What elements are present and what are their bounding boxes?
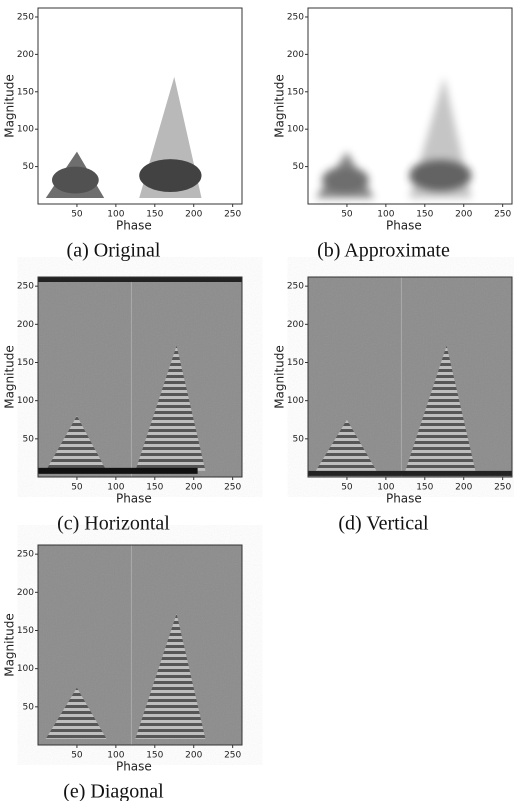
- y-tick-label: 200: [17, 50, 34, 60]
- x-tick-label: 250: [494, 483, 511, 493]
- y-tick-label: 100: [287, 396, 304, 406]
- panel: 50 100 150 200 250 50 100 150 200 250 Phase Magnitu…: [273, 276, 513, 535]
- blob: [52, 166, 99, 194]
- caption: (a) Original: [67, 240, 161, 262]
- x-tick-label: 150: [146, 751, 163, 761]
- x-tick-label: 250: [224, 210, 241, 220]
- y-axis-label: Magnitude: [3, 74, 17, 138]
- blob: [139, 159, 202, 193]
- texture: [45, 415, 107, 471]
- x-tick-label: 50: [71, 483, 83, 493]
- x-tick-label: 150: [146, 483, 163, 493]
- y-tick-label: 150: [17, 626, 34, 636]
- x-tick-label: 100: [107, 751, 124, 761]
- x-tick-label: 50: [341, 483, 353, 493]
- x-tick-label: 250: [224, 751, 241, 761]
- x-tick-label: 50: [341, 210, 353, 220]
- y-tick-label: 200: [17, 588, 34, 598]
- x-tick-label: 200: [185, 210, 202, 220]
- band: [308, 470, 512, 476]
- x-tick-label: 150: [416, 210, 433, 220]
- y-tick-label: 250: [17, 12, 34, 22]
- band: [38, 467, 198, 474]
- y-tick-label: 50: [23, 162, 35, 172]
- y-tick-label: 150: [17, 87, 34, 97]
- panel: 50 100 150 200 250 50 100 150 200 250 Phase Magnitu…: [3, 7, 243, 262]
- x-tick-label: 150: [416, 483, 433, 493]
- x-axis-label: Phase: [116, 492, 152, 506]
- x-tick-label: 100: [377, 483, 394, 493]
- caption: (b) Approximate: [317, 240, 450, 262]
- y-tick-label: 100: [17, 664, 34, 674]
- y-tick-label: 50: [293, 162, 305, 172]
- x-tick-label: 250: [224, 483, 241, 493]
- y-tick-label: 250: [287, 282, 304, 292]
- image-content: [308, 277, 512, 477]
- y-axis-label: Magnitude: [3, 613, 17, 677]
- y-tick-label: 250: [287, 12, 304, 22]
- y-tick-label: 100: [17, 396, 34, 406]
- x-tick-label: 50: [71, 210, 83, 220]
- x-tick-label: 200: [455, 210, 472, 220]
- y-axis-label: Magnitude: [273, 345, 287, 409]
- y-tick-label: 50: [23, 702, 35, 712]
- band: [38, 277, 242, 282]
- x-tick-label: 200: [185, 751, 202, 761]
- image-content: [315, 76, 472, 199]
- x-tick-label: 250: [494, 210, 511, 220]
- x-tick-label: 50: [71, 751, 83, 761]
- x-tick-label: 200: [455, 483, 472, 493]
- plot-frame: [37, 7, 243, 205]
- y-tick-label: 150: [287, 358, 304, 368]
- caption: (d) Vertical: [338, 513, 429, 535]
- x-axis-label: Phase: [386, 492, 422, 506]
- panel: 50 100 150 200 250 50 100 150 200 250 Phase Magnitu…: [273, 7, 513, 262]
- texture: [135, 345, 206, 471]
- x-tick-label: 150: [146, 210, 163, 220]
- caption: (c) Horizontal: [57, 513, 170, 535]
- blob: [322, 166, 369, 194]
- texture: [45, 687, 107, 739]
- y-tick-label: 100: [17, 125, 34, 135]
- y-axis-label: Magnitude: [273, 74, 287, 138]
- panel: 50 100 150 200 250 50 100 150 200 250 Phase Magnitu…: [3, 544, 243, 801]
- y-tick-label: 150: [17, 358, 34, 368]
- plot-frame: [307, 276, 513, 478]
- x-tick-label: 200: [185, 483, 202, 493]
- caption: (e) Diagonal: [63, 781, 164, 801]
- y-tick-label: 100: [287, 125, 304, 135]
- y-tick-label: 200: [287, 320, 304, 330]
- y-tick-label: 200: [17, 320, 34, 330]
- x-tick-label: 100: [377, 210, 394, 220]
- image-content: [38, 545, 242, 745]
- blob: [409, 159, 472, 193]
- plot-frame: [307, 7, 513, 205]
- y-axis-label: Magnitude: [3, 345, 17, 409]
- y-tick-label: 50: [23, 434, 35, 444]
- x-axis-label: Phase: [116, 760, 152, 774]
- plot-frame: [37, 276, 243, 478]
- x-axis-label: Phase: [116, 219, 152, 233]
- y-tick-label: 200: [287, 50, 304, 60]
- image-content: [45, 76, 202, 199]
- x-tick-label: 100: [107, 483, 124, 493]
- x-tick-label: 100: [107, 210, 124, 220]
- y-tick-label: 150: [287, 87, 304, 97]
- y-tick-label: 250: [17, 550, 34, 560]
- y-tick-label: 250: [17, 282, 34, 292]
- texture: [135, 613, 206, 739]
- image-content: [38, 277, 242, 477]
- plot-frame: [37, 544, 243, 746]
- y-tick-label: 50: [293, 434, 305, 444]
- x-axis-label: Phase: [386, 219, 422, 233]
- panel: 50 100 150 200 250 50 100 150 200 250 Phase Magnitu…: [3, 276, 243, 535]
- texture: [315, 419, 377, 471]
- texture: [405, 345, 476, 471]
